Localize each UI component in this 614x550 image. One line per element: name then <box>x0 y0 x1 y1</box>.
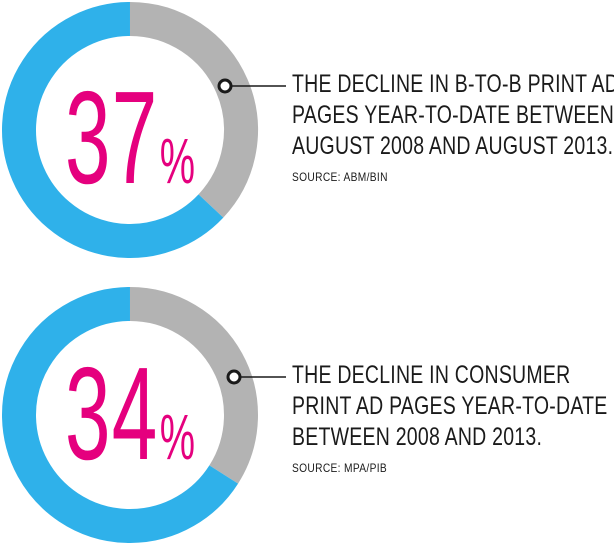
source-text-1: SOURCE: ABM/BIN <box>292 170 388 184</box>
donut-slice-remainder-2 <box>2 287 239 543</box>
center-percentage-1: 37 % <box>49 72 210 204</box>
percentage-number-1: 37 <box>64 64 159 211</box>
leader-dot-2 <box>226 369 242 385</box>
donut-slice-decline-2 <box>129 287 258 484</box>
source-text-2: SOURCE: MPA/PIB <box>292 461 388 475</box>
annotation-1: THE DECLINE IN B-TO-B PRINT AD PAGES YEA… <box>292 69 614 184</box>
chart-panel-2: 34 % THE DECLINE IN CONSUMER PRINT AD PA… <box>0 275 614 550</box>
annotation-text-1: THE DECLINE IN B-TO-B PRINT AD PAGES YEA… <box>292 70 614 160</box>
percent-sign-1: % <box>159 125 196 197</box>
leader-dot-1 <box>217 78 233 94</box>
donut-chart-2 <box>2 287 286 543</box>
percentage-number-2: 34 <box>64 340 159 487</box>
annotation-2: THE DECLINE IN CONSUMER PRINT AD PAGES Y… <box>292 360 614 475</box>
annotation-text-2: THE DECLINE IN CONSUMER PRINT AD PAGES Y… <box>292 361 608 451</box>
donut-chart-1 <box>2 2 286 258</box>
percent-sign-2: % <box>159 401 196 473</box>
center-percentage-2: 34 % <box>49 348 210 480</box>
chart-panel-1: 37 % THE DECLINE IN B-TO-B PRINT AD PAGE… <box>2 2 614 258</box>
donut-slice-remainder-1 <box>2 2 224 258</box>
